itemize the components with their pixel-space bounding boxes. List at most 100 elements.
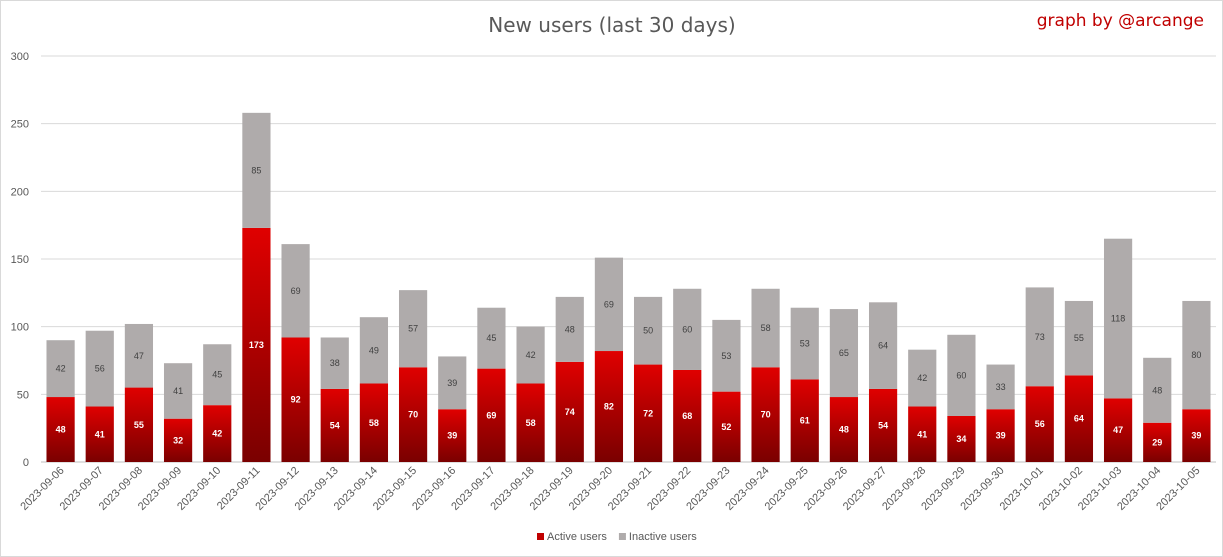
- data-label-inactive: 49: [369, 345, 379, 355]
- bar-inactive-users: [1025, 287, 1054, 387]
- data-label-inactive: 55: [1074, 333, 1084, 343]
- data-label-inactive: 42: [56, 364, 66, 374]
- data-label-active: 82: [604, 402, 614, 412]
- data-label-active: 34: [956, 434, 966, 444]
- y-tick-label: 200: [11, 186, 29, 198]
- bar-active-users: [1103, 398, 1133, 462]
- data-label-inactive: 47: [134, 351, 144, 361]
- data-label-active: 48: [56, 425, 66, 435]
- data-label-active: 41: [917, 429, 927, 439]
- data-label-inactive: 69: [604, 299, 614, 309]
- bar-active-users: [398, 367, 428, 462]
- bar-active-users: [46, 397, 75, 462]
- y-tick-label: 300: [11, 51, 29, 63]
- y-tick-label: 100: [11, 322, 29, 334]
- bar-inactive-users: [947, 334, 976, 416]
- data-label-active: 58: [526, 418, 536, 428]
- bar-inactive-users: [1103, 238, 1133, 399]
- bar-inactive-users: [359, 317, 389, 384]
- data-label-inactive: 64: [878, 341, 888, 351]
- data-label-inactive: 33: [996, 382, 1006, 392]
- bar-inactive-users: [516, 326, 545, 384]
- data-label-inactive: 50: [643, 326, 653, 336]
- y-tick-label: 50: [17, 389, 29, 401]
- legend-swatch-inactive: [618, 533, 626, 540]
- bars: [46, 112, 1211, 462]
- data-label-inactive: 48: [565, 324, 575, 334]
- data-label-inactive: 42: [917, 373, 927, 383]
- bar-inactive-users: [829, 309, 859, 398]
- data-label-active: 58: [369, 418, 379, 428]
- bar-active-users: [986, 409, 1015, 462]
- bar-active-users: [790, 379, 819, 462]
- data-label-inactive: 85: [251, 165, 261, 175]
- bar-active-users: [477, 368, 506, 462]
- y-tick-label: 0: [23, 457, 29, 469]
- data-label-inactive: 73: [1035, 332, 1045, 342]
- data-label-inactive: 39: [447, 378, 457, 388]
- bar-active-users: [555, 361, 584, 462]
- y-tick-label: 150: [11, 254, 29, 266]
- data-label-active: 70: [408, 410, 418, 420]
- data-label-inactive: 53: [800, 339, 810, 349]
- bar-inactive-users: [320, 337, 349, 389]
- gridlines: [41, 55, 1216, 463]
- data-label-active: 64: [1074, 414, 1084, 424]
- data-label-inactive: 41: [173, 386, 183, 396]
- data-label-active: 54: [878, 420, 888, 430]
- bar-active-users: [163, 418, 193, 462]
- bar-inactive-users: [163, 363, 193, 419]
- data-label-inactive: 45: [486, 333, 496, 343]
- data-label-active: 74: [565, 407, 575, 417]
- bar-active-users: [633, 364, 663, 462]
- bar-inactive-users: [1143, 357, 1172, 423]
- data-label-active: 47: [1113, 425, 1123, 435]
- bar-inactive-users: [85, 330, 114, 407]
- bar-active-users: [829, 397, 859, 462]
- y-axis: 0 50 100 150 200 250 300: [11, 51, 29, 469]
- data-label-active: 39: [447, 431, 457, 441]
- data-label-active: 52: [721, 422, 731, 432]
- legend-swatch-active: [537, 533, 544, 540]
- bar-inactive-users: [1064, 300, 1094, 376]
- data-label-active: 69: [486, 410, 496, 420]
- bar-active-users: [242, 227, 271, 462]
- bar-inactive-users: [1182, 300, 1211, 410]
- bar-active-users: [438, 409, 467, 462]
- data-label-inactive: 56: [95, 364, 105, 374]
- bar-active-users: [281, 337, 310, 462]
- data-label-active: 29: [1152, 437, 1162, 447]
- data-label-inactive: 60: [956, 370, 966, 380]
- bar-inactive-users: [633, 296, 663, 365]
- bar-inactive-users: [281, 244, 310, 338]
- data-label-active: 70: [761, 410, 771, 420]
- bar-active-users: [673, 369, 702, 462]
- data-label-inactive: 45: [212, 370, 222, 380]
- data-labels: 48 42 41 56 55 47 32 41 42 45 173 85 92 69 54 38 58 49 70 5…: [56, 165, 1202, 447]
- data-label-active: 173: [249, 340, 264, 350]
- data-label-active: 92: [291, 395, 301, 405]
- bar-active-users: [124, 387, 154, 462]
- bar-inactive-users: [555, 296, 584, 362]
- data-label-active: 48: [839, 425, 849, 435]
- bar-inactive-users: [242, 112, 271, 228]
- data-label-active: 41: [95, 429, 105, 439]
- legend-label-active: Active users: [547, 531, 607, 543]
- data-label-inactive: 118: [1111, 314, 1125, 324]
- data-label-active: 39: [1191, 431, 1201, 441]
- bar-inactive-users: [46, 340, 75, 398]
- data-label-active: 61: [800, 416, 810, 426]
- bar-active-users: [712, 391, 741, 462]
- bar-active-users: [908, 406, 937, 462]
- chart-credit: graph by @arcange: [1037, 11, 1204, 31]
- data-label-active: 56: [1035, 419, 1045, 429]
- bar-active-users: [85, 406, 114, 462]
- data-label-inactive: 69: [291, 286, 301, 296]
- bar-active-users: [1025, 386, 1054, 462]
- data-label-active: 68: [682, 411, 692, 421]
- legend-label-inactive: Inactive users: [629, 531, 697, 543]
- bar-active-users: [1064, 375, 1094, 462]
- bar-inactive-users: [790, 307, 819, 380]
